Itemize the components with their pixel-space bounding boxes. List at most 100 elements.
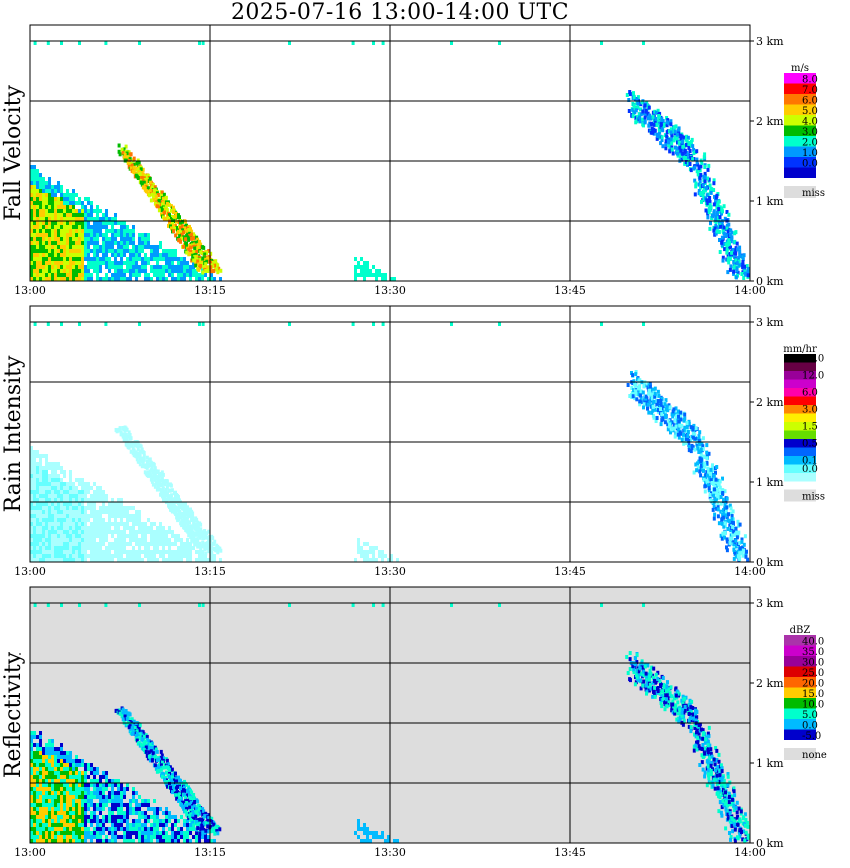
echo-cell: [177, 273, 180, 277]
echo-cell: [135, 725, 139, 730]
legend-swatch: [784, 388, 816, 397]
echo-cell: [42, 177, 45, 181]
echo-cell: [99, 277, 102, 281]
echo-cell: [188, 805, 192, 810]
echo-cell: [132, 534, 135, 538]
echo-cell: [84, 823, 87, 827]
echo-cell: [117, 827, 120, 831]
echo-cell: [33, 470, 36, 474]
echo-cell: [69, 819, 72, 823]
echo-cell: [72, 522, 75, 526]
echo-cell: [39, 546, 42, 550]
echo-cell: [643, 103, 647, 108]
echo-cell: [90, 767, 93, 771]
echo-cell: [93, 253, 96, 257]
echo-cell: [150, 245, 153, 249]
echo-cell: [169, 204, 173, 209]
echo-cell: [81, 811, 84, 815]
echo-cell: [39, 173, 42, 177]
echo-cell: [108, 277, 111, 281]
echo-cell: [153, 530, 156, 534]
echo-cell: [159, 839, 162, 843]
echo-cell: [48, 546, 51, 550]
echo-cell: [637, 379, 641, 384]
echo-cell: [93, 502, 96, 506]
echo-cell: [33, 478, 36, 482]
echo-cell: [114, 791, 117, 795]
echo-cell: [30, 458, 33, 462]
echo-cell: [144, 233, 147, 237]
echo-cell: [130, 163, 134, 168]
echo-cell: [144, 827, 147, 831]
echo-cell: [102, 518, 105, 522]
echo-cell: [217, 266, 221, 271]
echo-cell: [39, 542, 42, 546]
echo-cell: [48, 739, 51, 743]
echo-cell: [72, 791, 75, 795]
echo-cell: [649, 115, 653, 120]
echo-cell: [30, 819, 33, 823]
echo-cell: [164, 780, 167, 785]
echo-cell: [180, 558, 183, 562]
echo-cell: [33, 779, 36, 783]
echo-cell: [184, 501, 187, 506]
echo-cell: [135, 530, 138, 534]
echo-cell: [84, 763, 87, 767]
echo-cell: [57, 799, 60, 803]
echo-cell: [57, 514, 60, 518]
echo-cell: [57, 771, 60, 775]
echo-cell: [93, 526, 96, 530]
echo-cell: [141, 811, 144, 815]
y-tick-label: 1 km: [756, 195, 784, 208]
echo-cell: [181, 804, 185, 809]
echo-cell: [677, 435, 681, 440]
echo-cell: [57, 530, 60, 534]
echo-cell: [740, 550, 744, 555]
echo-cell: [78, 542, 81, 546]
echo-cell: [84, 530, 87, 534]
echo-cell: [87, 831, 90, 835]
echo-cell: [69, 470, 72, 474]
echo-cell: [733, 254, 736, 259]
echo-cell: [665, 120, 669, 125]
echo-cell: [63, 205, 66, 209]
echo-cell: [194, 532, 198, 537]
echo-cell: [48, 502, 51, 506]
echo-cell: [33, 229, 36, 233]
echo-cell: [36, 490, 39, 494]
echo-cell: [51, 819, 54, 823]
echo-cell: [209, 543, 213, 548]
echo-cell: [48, 538, 51, 542]
echo-cell: [126, 261, 129, 265]
echo-cell: [204, 554, 207, 558]
echo-cell: [60, 743, 63, 747]
legend-label: 8.0: [802, 75, 818, 86]
echo-cell: [39, 265, 42, 269]
echo-cell: [138, 514, 141, 518]
echo-cell: [105, 494, 108, 498]
echo-cell: [195, 277, 198, 281]
echo-cell: [84, 811, 87, 815]
echo-cell: [709, 186, 713, 191]
echo-cell: [42, 803, 45, 807]
echo-cell: [675, 136, 679, 141]
echo-cell: [144, 269, 147, 273]
echo-cell: [129, 166, 133, 171]
echo-cell: [36, 273, 39, 277]
echo-cell: [51, 791, 54, 795]
echo-cell: [69, 201, 72, 205]
echo-cell: [84, 827, 87, 831]
echo-cell: [143, 178, 147, 182]
echo-cell: [192, 236, 196, 241]
echo-cell: [75, 542, 78, 546]
echo-cell: [108, 261, 111, 265]
echo-cell: [746, 266, 750, 271]
echo-cell: [159, 763, 163, 768]
echo-cell: [54, 245, 57, 249]
echo-cell: [69, 502, 72, 506]
echo-cell: [93, 779, 96, 783]
echo-cell: [185, 782, 188, 787]
echo-cell: [96, 213, 99, 217]
echo-cell: [716, 494, 720, 499]
echo-cell: [99, 538, 102, 542]
